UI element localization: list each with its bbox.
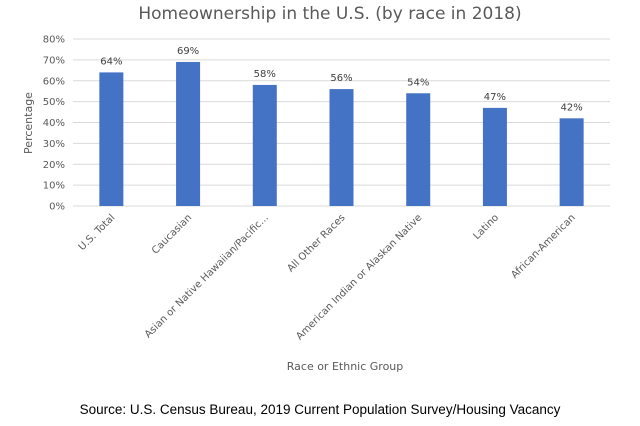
y-tick-label: 40% [43,118,65,129]
y-tick-label: 70% [43,55,65,66]
x-tick-label: Latino [471,212,501,242]
y-tick-label: 60% [43,76,65,87]
x-tick-label: U.S. Total [77,212,118,253]
data-label: 47% [484,92,506,103]
y-tick-label: 30% [43,139,65,150]
x-axis-title: Race or Ethnic Group [287,360,404,373]
x-tick-label: African-American [509,212,577,280]
bars [99,61,584,207]
y-tick-label: 50% [43,97,65,108]
data-label: 64% [100,56,122,67]
data-label: 69% [177,46,199,57]
bar [559,118,584,206]
x-tick-label: All Other Races [285,212,347,274]
data-label: 42% [561,102,583,113]
y-tick-label: 20% [43,160,65,171]
x-tick-label: Caucasian [150,212,194,256]
bar [252,84,277,206]
bar [482,107,507,206]
chart-title: Homeownership in the U.S. (by race in 20… [138,4,521,24]
source-note: Source: U.S. Census Bureau, 2019 Current… [79,402,561,417]
x-tick-label: Asian or Native Hawaiian/Pacific... [143,212,271,340]
x-tick-label: American Indian or Alaskan Native [294,212,424,342]
data-labels: 64% 69% 58% 56% 54% 47% 42% [100,46,583,113]
bar [99,72,124,207]
bar [329,89,354,206]
data-label: 56% [330,73,352,84]
y-axis-ticks: 0% 10% 20% 30% 40% 50% 60% 70% 80% [43,35,65,213]
y-tick-label: 80% [43,35,65,46]
y-tick-label: 0% [49,202,65,213]
bar [406,93,431,206]
data-label: 54% [407,77,429,88]
bar [176,61,201,207]
y-tick-label: 10% [43,181,65,192]
y-axis-title: Percentage [22,92,35,154]
data-label: 58% [254,69,276,80]
